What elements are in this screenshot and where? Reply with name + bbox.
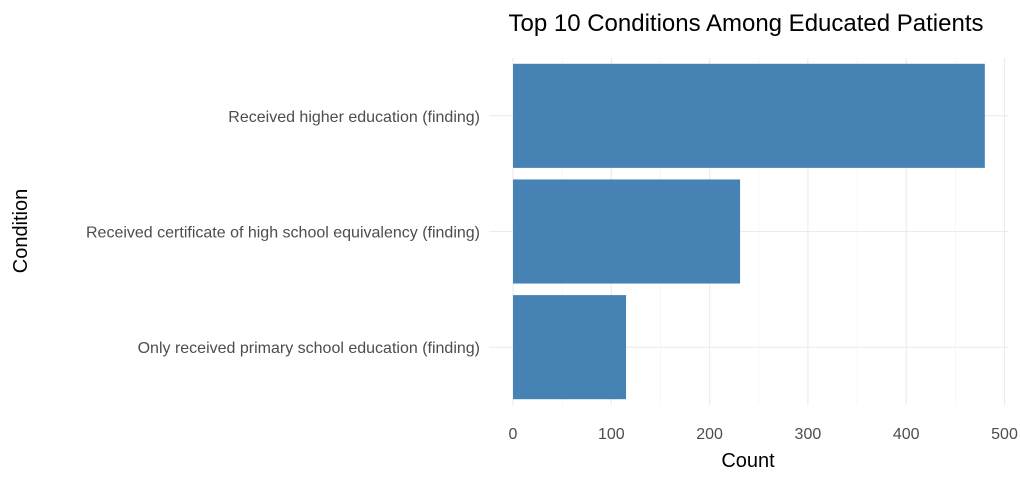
bars: [513, 63, 985, 400]
y-tick-labels: Received higher education (finding) Recei…: [86, 109, 480, 357]
x-tick-label: 300: [795, 426, 822, 443]
x-axis-title: Count: [721, 450, 775, 472]
bar: [513, 63, 985, 168]
x-tick-label: 100: [598, 426, 625, 443]
x-tick-labels: 0 100 200 300 400 500: [509, 426, 1018, 443]
x-tick-label: 500: [991, 426, 1018, 443]
x-tick-label: 200: [696, 426, 723, 443]
y-axis-title: Condition: [10, 189, 32, 274]
x-tick-label: 0: [509, 426, 518, 443]
y-tick-label: Only received primary school education (…: [138, 340, 480, 357]
y-tick-label: Received certificate of high school equi…: [86, 225, 480, 242]
bar: [513, 179, 741, 284]
chart-title: Top 10 Conditions Among Educated Patient…: [509, 10, 984, 37]
x-tick-label: 400: [893, 426, 920, 443]
y-tick-label: Received higher education (finding): [228, 109, 480, 126]
bar: [513, 295, 627, 400]
